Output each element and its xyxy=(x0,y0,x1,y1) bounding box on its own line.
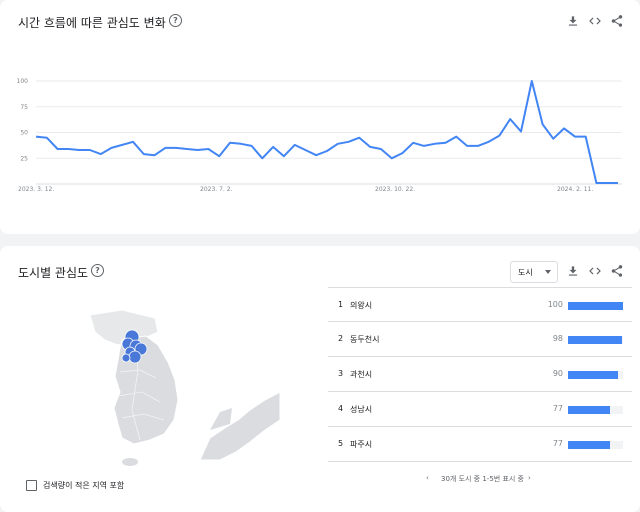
region-bar-fill xyxy=(568,336,622,344)
region-rank: 2 xyxy=(338,334,344,343)
interest-line-chart: 25 50 75 100 2023. 3. 12. 2023. 7. 2. 2023. 10… xyxy=(17,78,622,193)
chevron-right-icon[interactable]: › xyxy=(528,474,531,482)
x-tick-label: 2023. 10. 22. xyxy=(375,186,415,193)
region-bar-track xyxy=(568,336,623,344)
region-value: 98 xyxy=(552,334,563,343)
region-rank: 3 xyxy=(338,369,344,378)
map-land-south-korea xyxy=(113,335,179,445)
map-marker-icon xyxy=(128,350,142,364)
region-bar-track xyxy=(568,406,623,414)
region-value: 90 xyxy=(552,369,563,378)
region-row[interactable]: 3 과천시 90 xyxy=(328,356,632,391)
low-volume-label: 검색량이 적은 지역 포함 xyxy=(43,481,125,490)
region-row[interactable]: 5 파주시 77 xyxy=(328,426,632,462)
series-line xyxy=(35,80,618,184)
map-land-jeju xyxy=(122,458,138,466)
map-marker-cluster[interactable] xyxy=(121,329,148,364)
region-bar-fill xyxy=(568,302,623,310)
embed-icon[interactable] xyxy=(588,14,602,28)
region-name: 동두천시 xyxy=(350,335,380,344)
y-tick-label: 100 xyxy=(17,78,29,85)
help-icon[interactable]: ? xyxy=(169,14,182,27)
region-value: 100 xyxy=(547,300,563,309)
region-bar-fill xyxy=(568,406,611,414)
y-tick-label: 25 xyxy=(20,155,28,162)
resolution-dropdown-label: 도시 xyxy=(518,268,533,277)
help-icon[interactable]: ? xyxy=(91,264,104,277)
interest-by-region-card xyxy=(0,246,640,512)
region-bar-fill xyxy=(568,371,618,379)
interest-by-region-title: 도시별 관심도 xyxy=(18,266,89,280)
region-rank: 1 xyxy=(338,300,344,309)
region-bar-track xyxy=(568,441,623,449)
y-tick-label: 50 xyxy=(20,130,28,137)
download-icon[interactable] xyxy=(566,14,580,28)
x-tick-label: 2023. 7. 2. xyxy=(200,186,233,193)
chevron-down-icon xyxy=(545,270,551,274)
region-value: 77 xyxy=(552,439,563,448)
share-icon[interactable] xyxy=(610,14,624,28)
region-name: 의왕시 xyxy=(350,301,373,310)
region-name: 파주시 xyxy=(350,440,373,449)
region-name: 과천시 xyxy=(350,370,373,379)
region-row[interactable]: 2 동두천시 98 xyxy=(328,321,632,356)
share-icon[interactable] xyxy=(610,264,624,278)
region-bar-track xyxy=(568,302,623,310)
region-bar-track xyxy=(568,371,623,379)
region-map[interactable] xyxy=(60,300,280,470)
region-name: 성남시 xyxy=(350,405,373,414)
map-land-japan xyxy=(199,391,280,461)
region-row[interactable]: 4 성남시 77 xyxy=(328,391,632,426)
interest-over-time-title: 시간 흐름에 따른 관심도 변화 xyxy=(18,16,166,30)
region-value: 77 xyxy=(552,404,563,413)
pagination-text: 30개 도시 중 1-5번 표시 중 xyxy=(441,475,524,483)
download-icon[interactable] xyxy=(566,264,580,278)
interest-over-time-card: 시간 흐름에 따른 관심도 변화 ? 25 50 75 100 2023. 3. 12.… xyxy=(0,0,640,234)
x-tick-label: 2024. 2. 11. xyxy=(557,186,593,193)
low-volume-checkbox[interactable] xyxy=(26,480,37,491)
embed-icon[interactable] xyxy=(588,264,602,278)
region-bar-fill xyxy=(568,441,611,449)
chevron-left-icon[interactable]: ‹ xyxy=(426,474,429,482)
region-rank: 4 xyxy=(338,404,344,413)
region-row[interactable]: 1 의왕시 100 xyxy=(328,287,632,322)
resolution-dropdown[interactable]: 도시 xyxy=(510,261,558,283)
region-rank: 5 xyxy=(338,439,344,448)
y-tick-label: 75 xyxy=(20,104,28,111)
map-marker-icon xyxy=(121,353,131,363)
x-tick-label: 2023. 3. 12. xyxy=(18,186,54,193)
